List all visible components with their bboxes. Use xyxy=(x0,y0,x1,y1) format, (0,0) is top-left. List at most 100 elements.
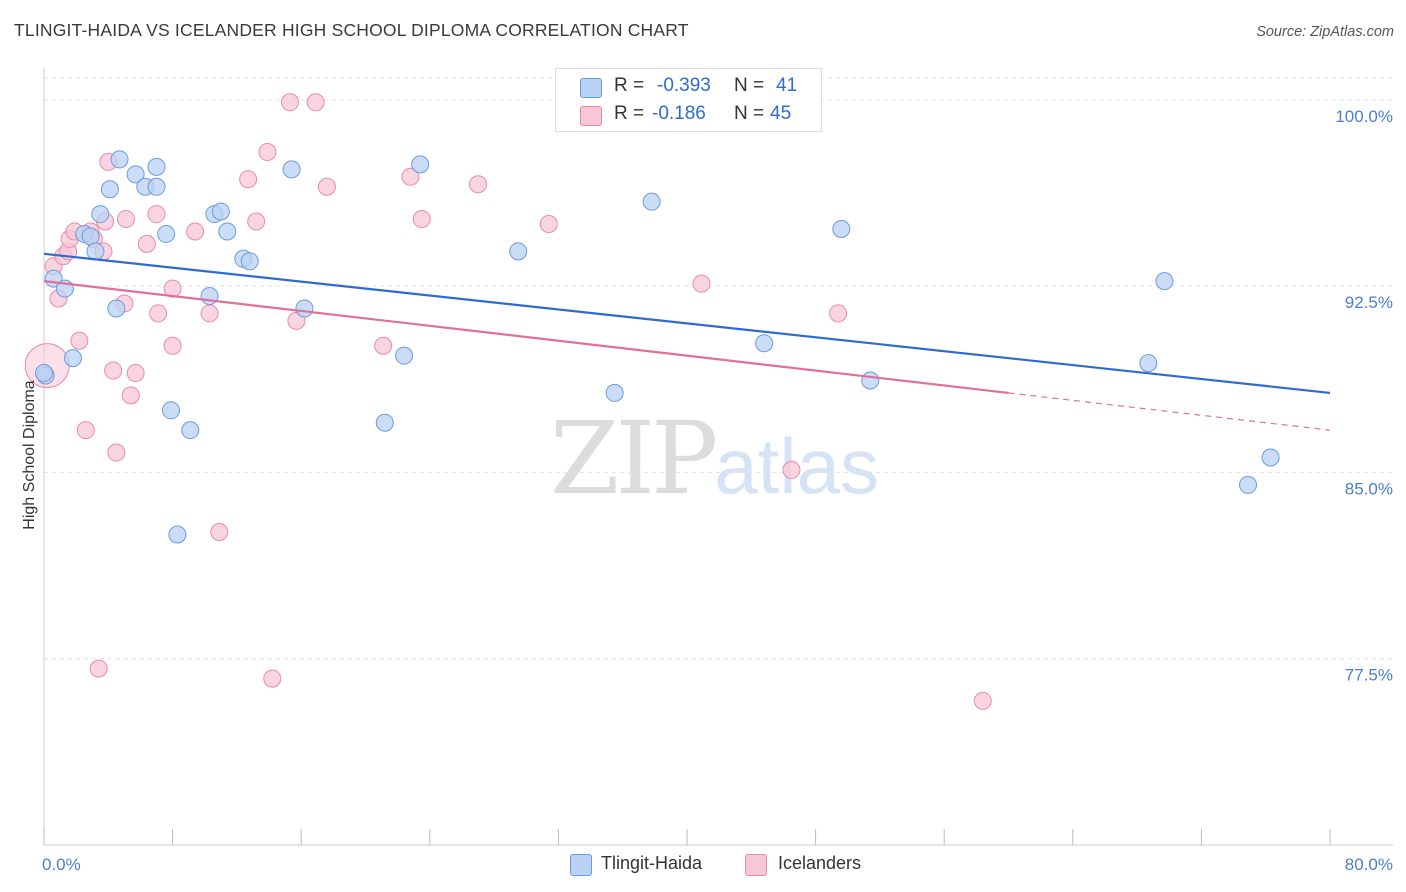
tlingit-haida-point xyxy=(832,219,851,238)
tlingit-haida-points xyxy=(35,150,1280,544)
tlingit-haida-point xyxy=(81,227,100,246)
series-swatch-blue xyxy=(570,854,592,876)
icelanders-point xyxy=(692,274,711,293)
series-label-icelanders: Icelanders xyxy=(778,853,862,873)
icelanders-point xyxy=(973,691,992,710)
tlingit-haida-point xyxy=(1155,272,1174,291)
y-tick-label: 100.0% xyxy=(1335,107,1393,126)
icelanders-point xyxy=(258,142,277,161)
icelanders-point xyxy=(782,460,801,479)
y-axis-label: High School Diploma xyxy=(21,380,38,530)
tlingit-haida-point xyxy=(107,299,126,318)
icelanders-point xyxy=(469,175,488,194)
icelanders-point xyxy=(149,304,168,323)
tlingit-haida-point xyxy=(147,157,166,176)
correlation-legend: R = -0.393 N = 41 R = -0.186 N = 45 xyxy=(555,68,822,132)
tlingit-haida-point xyxy=(147,177,166,196)
icelanders-point xyxy=(200,304,219,323)
legend-r-value: -0.186 xyxy=(652,103,706,124)
tlingit-haida-point xyxy=(411,155,430,174)
icelanders-trend-line xyxy=(43,280,1009,395)
icelanders-point xyxy=(70,331,89,350)
legend-row-icelanders: R = -0.186 N = 45 xyxy=(556,102,821,128)
icelanders-point xyxy=(539,215,558,234)
tlingit-haida-point xyxy=(395,346,414,365)
icelanders-trend-extension xyxy=(1008,392,1331,431)
source-label: Source: ZipAtlas.com xyxy=(1256,24,1394,40)
series-label-tlingit-haida: Tlingit-Haida xyxy=(601,853,703,873)
y-tick-label: 77.5% xyxy=(1345,666,1393,685)
tlingit-haida-point xyxy=(181,421,200,440)
tlingit-haida-trend-line xyxy=(43,252,1331,395)
icelanders-point xyxy=(126,364,145,383)
icelanders-point xyxy=(186,222,205,241)
tlingit-haida-point xyxy=(282,160,301,179)
tlingit-haida-point xyxy=(110,150,129,169)
grid-layer xyxy=(44,77,1393,660)
tlingit-haida-point xyxy=(861,371,880,390)
legend-row-tlingit-haida: R = -0.393 N = 41 xyxy=(556,74,821,100)
icelanders-point xyxy=(829,304,848,323)
tlingit-haida-point xyxy=(126,165,145,184)
tlingit-haida-point xyxy=(295,299,314,318)
tlingit-haida-point xyxy=(1261,448,1280,467)
icelanders-point xyxy=(247,212,266,231)
chart-title: TLINGIT-HAIDA VS ICELANDER HIGH SCHOOL D… xyxy=(14,20,689,40)
tlingit-haida-point xyxy=(1139,354,1158,373)
icelanders-point xyxy=(263,669,282,688)
icelanders-point xyxy=(210,523,229,542)
watermark: ZIPatlas xyxy=(550,400,879,517)
icelanders-point xyxy=(317,177,336,196)
x-tick-label-min: 0.0% xyxy=(42,855,81,874)
legend-n-label: N = xyxy=(734,75,765,96)
icelanders-point xyxy=(76,421,95,440)
tlingit-haida-point xyxy=(1239,475,1258,494)
icelanders-point xyxy=(116,210,135,229)
legend-swatch-pink xyxy=(580,106,602,126)
icelanders-point xyxy=(401,167,420,186)
tlingit-haida-point xyxy=(509,242,528,261)
icelanders-point xyxy=(412,210,431,229)
tlingit-haida-point xyxy=(218,222,237,241)
y-tick-label: 85.0% xyxy=(1345,479,1393,498)
tlingit-haida-point xyxy=(35,364,53,383)
y-tick-label: 92.5% xyxy=(1345,293,1393,312)
series-swatch-pink xyxy=(745,854,767,876)
icelanders-point xyxy=(107,443,126,462)
tlingit-haida-point xyxy=(86,242,105,261)
legend-r-value: -0.393 xyxy=(657,75,711,96)
tlingit-haida-point xyxy=(211,202,230,221)
icelanders-point xyxy=(147,205,166,224)
legend-n-label: N = xyxy=(734,103,765,124)
icelanders-point xyxy=(306,93,325,112)
axis-layer xyxy=(43,68,1393,846)
icelanders-point xyxy=(239,170,258,189)
icelanders-point xyxy=(163,336,182,355)
tlingit-haida-point xyxy=(240,252,259,271)
icelanders-point xyxy=(374,336,393,355)
watermark-zip: ZIP xyxy=(550,400,718,517)
tlingit-haida-point xyxy=(157,224,176,243)
tlingit-haida-point xyxy=(642,192,661,211)
tlingit-haida-point xyxy=(63,349,82,368)
tlingit-haida-point xyxy=(375,413,394,432)
legend-swatch-blue xyxy=(580,78,602,98)
icelanders-point xyxy=(104,361,123,380)
x-tick-label-max: 80.0% xyxy=(1345,855,1393,874)
icelanders-point xyxy=(89,659,108,678)
icelanders-point xyxy=(280,93,299,112)
trend-lines xyxy=(43,252,1331,431)
icelanders-point xyxy=(137,234,156,253)
icelanders-point xyxy=(121,386,140,405)
legend-n-value: 41 xyxy=(776,75,798,96)
tlingit-haida-point xyxy=(161,401,180,420)
legend-r-label: R = xyxy=(614,75,645,96)
tlingit-haida-point xyxy=(168,525,187,544)
tlingit-haida-point xyxy=(100,180,119,199)
legend-r-label: R = xyxy=(614,103,645,124)
tlingit-haida-point xyxy=(755,334,774,353)
legend-n-value: 45 xyxy=(770,103,792,124)
tlingit-haida-point xyxy=(605,383,624,402)
tlingit-haida-point xyxy=(91,205,110,224)
